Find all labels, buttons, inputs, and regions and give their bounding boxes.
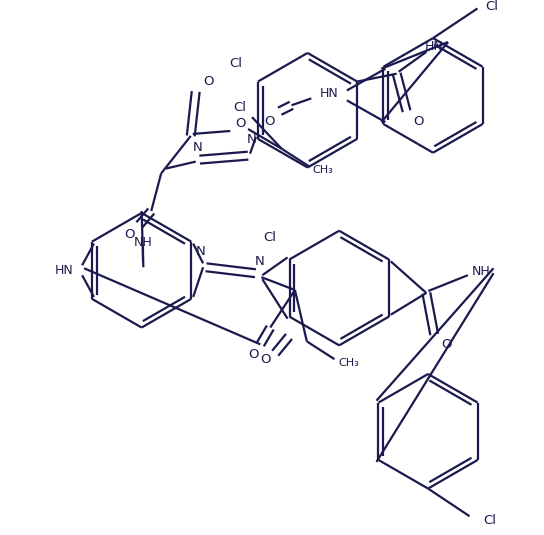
Text: O: O bbox=[124, 228, 135, 241]
Text: N: N bbox=[255, 255, 264, 268]
Text: O: O bbox=[248, 348, 259, 361]
Text: Cl: Cl bbox=[483, 514, 496, 526]
Text: Cl: Cl bbox=[263, 231, 276, 244]
Text: HN: HN bbox=[55, 264, 73, 277]
Text: CH₃: CH₃ bbox=[313, 165, 333, 175]
Text: HN: HN bbox=[425, 40, 443, 52]
Text: NH: NH bbox=[134, 236, 153, 249]
Text: O: O bbox=[203, 75, 214, 88]
Text: O: O bbox=[441, 338, 452, 351]
Text: HN: HN bbox=[320, 87, 338, 100]
Text: N: N bbox=[247, 133, 257, 147]
Text: CH₃: CH₃ bbox=[338, 358, 358, 368]
Text: N: N bbox=[196, 245, 206, 258]
Text: O: O bbox=[260, 353, 270, 365]
Text: Cl: Cl bbox=[485, 0, 498, 13]
Text: NH: NH bbox=[471, 265, 490, 278]
Text: N: N bbox=[193, 141, 202, 154]
Text: O: O bbox=[413, 114, 424, 127]
Text: Cl: Cl bbox=[234, 101, 246, 114]
Text: Cl: Cl bbox=[230, 57, 243, 70]
Text: O: O bbox=[235, 117, 245, 129]
Text: O: O bbox=[264, 114, 275, 127]
